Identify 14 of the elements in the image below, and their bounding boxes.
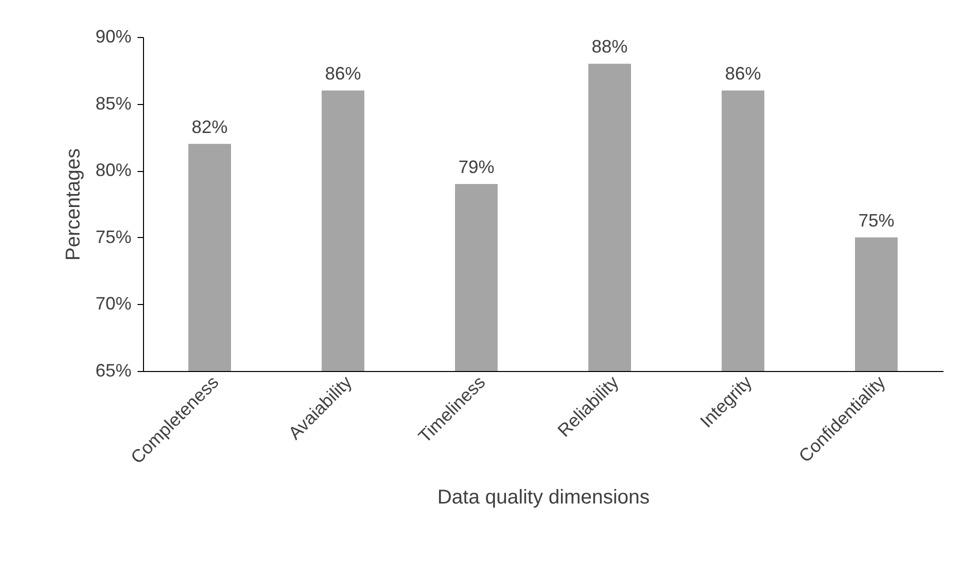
y-tick-label: 75% xyxy=(95,226,132,247)
y-tick-label: 70% xyxy=(95,294,132,314)
data-label: 82% xyxy=(192,116,228,137)
data-label: 79% xyxy=(458,156,494,177)
data-label: 88% xyxy=(592,36,628,57)
data-label: 86% xyxy=(724,63,762,84)
y-tick-label: 65% xyxy=(95,360,132,380)
x-axis-title: Data quality dimensions xyxy=(437,486,650,509)
y-tick-label: 80% xyxy=(95,160,132,180)
data-label: 75% xyxy=(858,210,894,230)
data-label: 86% xyxy=(324,63,362,84)
y-tick-label: 90% xyxy=(95,26,132,46)
y-tick-label: 85% xyxy=(95,93,132,114)
y-axis-title: Percentages xyxy=(62,148,84,261)
